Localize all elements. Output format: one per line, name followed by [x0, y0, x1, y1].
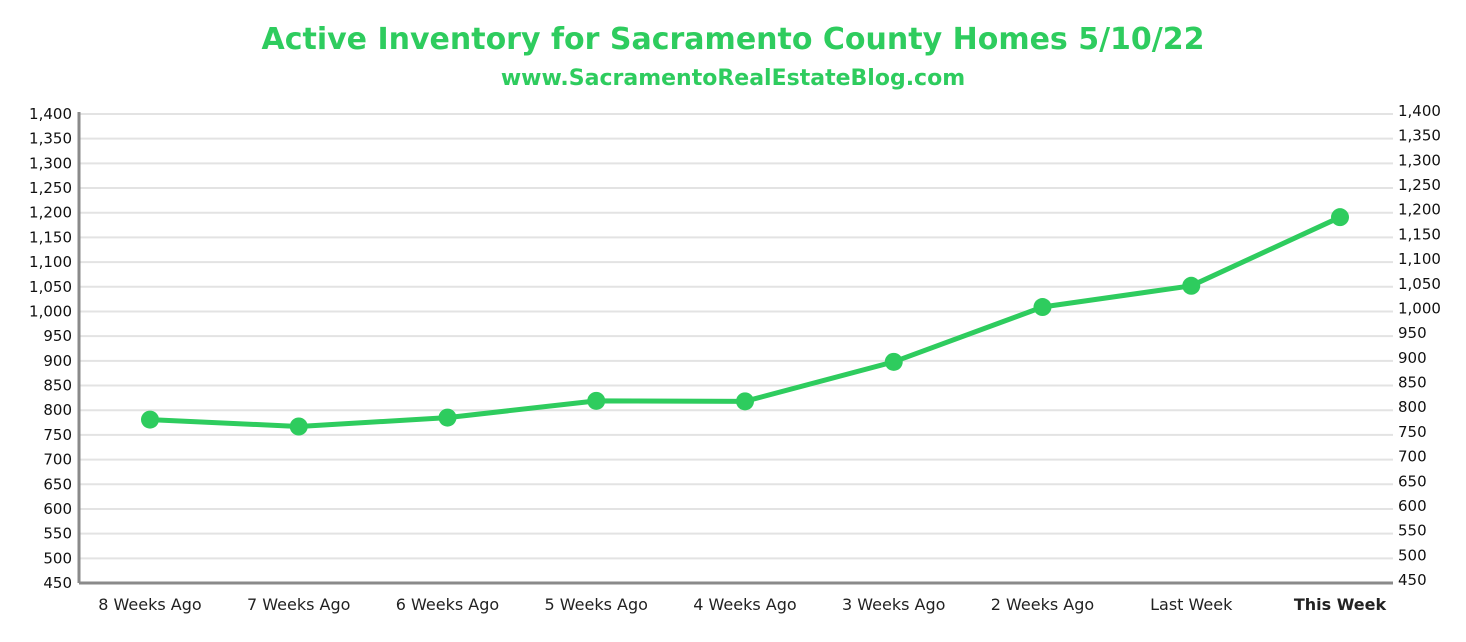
- data-point: [438, 408, 457, 427]
- axes: [77, 112, 1393, 585]
- y-tick-label-left: 850: [43, 377, 72, 395]
- y-tick-label-left: 550: [43, 525, 72, 543]
- y-tick-label-right: 1,150: [1398, 225, 1441, 243]
- x-tick-label: 6 Weeks Ago: [396, 595, 499, 614]
- y-tick-label-left: 1,100: [29, 253, 72, 271]
- y-tick-label-left: 1,250: [29, 179, 72, 197]
- y-axis-right-ticks: 450 500 550 600 650 700 750 800 850 900 950 1,000 1,…: [1398, 102, 1441, 589]
- y-tick-label-left: 750: [43, 426, 72, 444]
- y-tick-label-right: 750: [1398, 423, 1427, 441]
- data-point: [289, 417, 308, 436]
- x-tick-label: This Week: [1294, 595, 1387, 614]
- y-tick-label-left: 800: [43, 401, 72, 419]
- y-tick-label-left: 1,350: [29, 130, 72, 148]
- chart-title: Active Inventory for Sacramento County H…: [261, 22, 1205, 57]
- y-tick-label-right: 1,100: [1398, 250, 1441, 268]
- data-point: [587, 391, 606, 410]
- y-tick-label-right: 1,300: [1398, 151, 1441, 169]
- data-point: [141, 410, 159, 429]
- y-tick-label-right: 550: [1398, 522, 1427, 540]
- data-point: [736, 392, 754, 411]
- y-tick-label-left: 1,400: [29, 105, 72, 123]
- data-point: [1331, 208, 1349, 227]
- y-tick-label-left: 650: [43, 475, 72, 493]
- y-tick-label-right: 900: [1398, 349, 1427, 367]
- y-tick-label-left: 1,000: [29, 302, 72, 320]
- chart-subtitle: www.SacramentoRealEstateBlog.com: [500, 66, 966, 91]
- y-tick-label-right: 600: [1398, 497, 1427, 515]
- x-tick-label: Last Week: [1150, 595, 1233, 614]
- data-point: [884, 352, 903, 371]
- x-axis-ticks: 8 Weeks Ago 7 Weeks Ago 6 Weeks Ago 5 Weeks…: [98, 595, 1386, 614]
- y-tick-label-left: 1,150: [29, 228, 72, 246]
- y-tick-label-right: 800: [1398, 398, 1427, 416]
- y-axis-left-ticks: 450 500 550 600 650 700 750 800 850 900 950 1,000 1,…: [29, 105, 72, 592]
- y-tick-label-left: 600: [43, 500, 72, 518]
- y-tick-label-right: 650: [1398, 472, 1427, 490]
- y-tick-label-right: 450: [1398, 571, 1427, 589]
- y-tick-label-left: 450: [43, 574, 72, 592]
- gridlines: [79, 113, 1393, 560]
- x-tick-label: 5 Weeks Ago: [545, 595, 648, 614]
- y-tick-label-right: 850: [1398, 374, 1427, 392]
- x-tick-label: 8 Weeks Ago: [98, 595, 201, 614]
- y-tick-label-left: 1,200: [29, 204, 72, 222]
- y-tick-label-left: 900: [43, 352, 72, 370]
- x-tick-label: 2 Weeks Ago: [991, 595, 1094, 614]
- y-tick-label-left: 950: [43, 327, 72, 345]
- y-tick-label-right: 1,000: [1398, 299, 1441, 317]
- y-tick-label-right: 1,350: [1398, 127, 1441, 145]
- y-tick-label-right: 1,250: [1398, 176, 1441, 194]
- y-tick-label-left: 500: [43, 549, 72, 567]
- data-points: [141, 208, 1349, 436]
- y-tick-label-right: 700: [1398, 448, 1427, 466]
- y-tick-label-left: 1,300: [29, 154, 72, 172]
- y-tick-label-left: 1,050: [29, 278, 72, 296]
- x-tick-label: 4 Weeks Ago: [693, 595, 796, 614]
- y-tick-label-right: 1,050: [1398, 275, 1441, 293]
- y-tick-label-left: 700: [43, 451, 72, 469]
- data-point: [1182, 276, 1201, 295]
- data-point: [1033, 298, 1052, 317]
- x-tick-label: 3 Weeks Ago: [842, 595, 945, 614]
- y-tick-label-right: 500: [1398, 546, 1427, 564]
- x-tick-label: 7 Weeks Ago: [247, 595, 350, 614]
- y-tick-label-right: 1,400: [1398, 102, 1441, 120]
- y-tick-label-right: 950: [1398, 324, 1427, 342]
- y-tick-label-right: 1,200: [1398, 201, 1441, 219]
